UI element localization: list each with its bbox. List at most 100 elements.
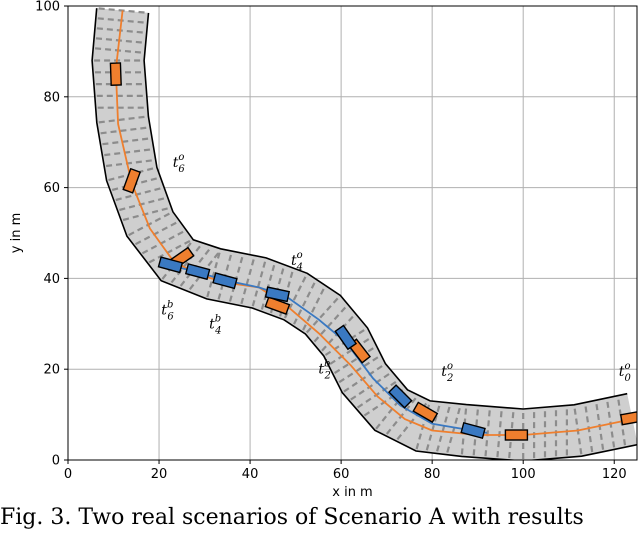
- plot-area: [91, 7, 637, 460]
- lane-marking: [334, 346, 376, 375]
- annotation-superscript: b: [167, 300, 173, 311]
- blue-vehicle: [184, 263, 211, 281]
- plot-frame: [67, 5, 638, 461]
- x-tick-label: 40: [242, 467, 259, 482]
- blue-vehicle: [264, 286, 291, 303]
- blue-vehicle: [334, 324, 358, 351]
- annotation-base: t: [173, 155, 179, 171]
- road-surface: [92, 8, 637, 460]
- x-tick-label: 80: [424, 467, 441, 482]
- orange-vehicle: [109, 62, 122, 86]
- annotations: to 6to 4tb 6 tb 4tb 2 to 2 to 0: [161, 152, 631, 384]
- x-tick-label: 100: [511, 467, 536, 482]
- lane-marking: [251, 259, 267, 307]
- lane-marking: [128, 211, 172, 237]
- lane-marking: [283, 274, 308, 319]
- y-tick-label: 0: [52, 454, 60, 469]
- figure-caption: Fig. 3. Two real scenarios of Scenario A…: [0, 505, 584, 530]
- lane-marking: [305, 296, 340, 334]
- annotation-subscript: 2: [323, 371, 330, 382]
- annotation-superscript: o: [297, 250, 303, 261]
- annotation-superscript: b: [215, 313, 221, 324]
- annotation-subscript: 6: [167, 312, 174, 323]
- time-annotation: to 2: [441, 361, 453, 384]
- annotation-base: t: [291, 253, 297, 269]
- blue-vehicle: [157, 256, 184, 274]
- annotation-subscript: 0: [624, 373, 631, 384]
- lane-marking: [313, 305, 348, 343]
- lane-marking: [119, 196, 167, 212]
- y-axis-label: y in m: [9, 213, 24, 253]
- lane-marking: [385, 396, 418, 435]
- y-tick-label: 100: [35, 0, 60, 15]
- lane-marking: [100, 126, 149, 135]
- lane-marking: [496, 409, 503, 458]
- time-annotation: tb 6: [161, 300, 174, 323]
- lane-marking: [206, 250, 222, 298]
- annotation-base: t: [619, 364, 625, 380]
- lane-marking: [302, 286, 326, 331]
- vehicles: [109, 62, 637, 441]
- lane-marking: [338, 355, 381, 384]
- annotation-base: t: [441, 364, 447, 380]
- road-edge-right: [143, 12, 628, 410]
- lane-marking: [425, 403, 441, 451]
- blue-vehicle: [460, 421, 486, 440]
- lane-marking: [115, 186, 163, 202]
- lane-marking: [105, 159, 154, 168]
- x-tick-label: 20: [151, 467, 168, 482]
- ticks: 0 20 40 60 80 100 120 0 20 40 60 80 100: [35, 0, 626, 482]
- lane-marking: [350, 371, 392, 401]
- lane-marking: [293, 280, 317, 325]
- annotation-base: t: [318, 362, 324, 378]
- annotation-subscript: 4: [214, 325, 221, 336]
- annotation-subscript: 2: [446, 373, 453, 384]
- annotation-superscript: o: [624, 361, 630, 372]
- time-annotation: to 4: [291, 250, 303, 273]
- lane-marking: [484, 408, 491, 457]
- road-edge-left: [91, 8, 637, 460]
- time-annotation: tb 2: [318, 359, 330, 382]
- time-annotation: to 6: [173, 152, 186, 175]
- lane-marking: [396, 401, 429, 440]
- lane-marking: [102, 137, 151, 146]
- x-axis-label: x in m: [332, 485, 372, 500]
- lane-marking: [94, 47, 144, 54]
- y-tick-label: 60: [43, 181, 60, 196]
- y-tick-label: 40: [43, 272, 60, 287]
- road: [91, 7, 637, 460]
- lane-marking: [260, 262, 276, 310]
- annotation-superscript: b: [324, 359, 330, 370]
- blue-vehicle: [387, 384, 413, 409]
- annotation-base: t: [161, 303, 167, 319]
- lane-marking: [170, 244, 203, 284]
- time-annotation: to 0: [619, 361, 632, 384]
- lane-marking: [98, 115, 147, 124]
- blue-vehicle: [212, 272, 238, 290]
- orange-vehicle: [122, 167, 142, 194]
- lane-marking: [446, 405, 462, 453]
- x-tick-label: 0: [64, 467, 72, 482]
- annotation-superscript: o: [178, 152, 184, 163]
- lane-marking: [436, 404, 452, 452]
- y-tick-label: 80: [43, 90, 60, 105]
- lane-marking: [141, 229, 186, 255]
- lane-marking: [134, 220, 179, 246]
- lane-marking: [122, 206, 170, 222]
- annotation-superscript: o: [447, 361, 453, 372]
- annotation-subscript: 6: [178, 164, 185, 175]
- y-tick-label: 20: [43, 363, 60, 378]
- lane-marking: [343, 363, 385, 393]
- lane-marking: [148, 239, 193, 264]
- orange-vehicle: [619, 410, 637, 426]
- x-tick-label: 120: [602, 467, 627, 482]
- lane-marking: [240, 257, 256, 305]
- orange-vehicle: [412, 401, 439, 424]
- lane-marking: [329, 337, 371, 365]
- lane-marking: [104, 148, 153, 157]
- x-tick-label: 60: [333, 467, 350, 482]
- orange-vehicle: [264, 296, 291, 315]
- lane-marking: [356, 379, 399, 409]
- orange-vehicle: [504, 429, 529, 441]
